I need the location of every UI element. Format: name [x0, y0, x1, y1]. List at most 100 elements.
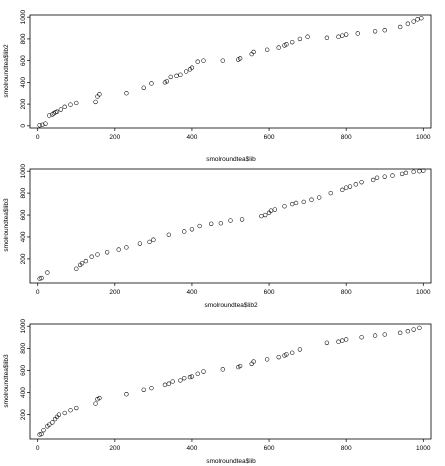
- data-point: [415, 17, 420, 22]
- data-point: [74, 100, 79, 106]
- data-point: [374, 175, 380, 180]
- data-point: [324, 35, 330, 40]
- data-point: [417, 325, 422, 331]
- data-point: [93, 99, 98, 105]
- data-point: [228, 218, 233, 223]
- data-point: [220, 367, 225, 372]
- data-point: [47, 422, 52, 427]
- data-point: [40, 122, 45, 127]
- y-tick-label: 400: [20, 387, 27, 398]
- data-point: [411, 327, 416, 332]
- data-point: [62, 104, 67, 109]
- data-point: [104, 250, 110, 255]
- x-tick-label: 200: [109, 134, 120, 141]
- data-point: [162, 382, 168, 387]
- data-point: [189, 374, 195, 379]
- x-tick-label: 800: [341, 134, 352, 141]
- data-point: [189, 65, 195, 70]
- x-tick-label: 600: [264, 445, 275, 452]
- y-tick-label: 1000: [20, 319, 27, 334]
- data-point: [359, 335, 364, 340]
- x-tick-label: 400: [187, 445, 198, 452]
- plot-frame: [29, 323, 432, 440]
- y-tick-label: 400: [20, 231, 27, 242]
- data-point: [137, 241, 143, 246]
- data-point: [166, 232, 171, 237]
- data-point: [411, 19, 416, 24]
- data-point: [178, 378, 183, 383]
- data-point: [353, 182, 358, 187]
- data-point: [50, 420, 55, 425]
- data-point: [272, 207, 278, 212]
- data-point: [336, 339, 341, 344]
- data-point: [187, 374, 193, 380]
- data-point: [39, 275, 44, 281]
- data-point: [343, 337, 349, 342]
- data-point: [218, 221, 224, 226]
- data-point: [239, 217, 245, 222]
- data-point: [39, 431, 44, 437]
- data-point: [209, 221, 214, 226]
- y-tick-label: 1000: [20, 164, 27, 179]
- data-point: [399, 171, 405, 177]
- data-point: [290, 39, 295, 45]
- data-point: [264, 47, 270, 52]
- data-point: [195, 59, 200, 64]
- x-tick-label: 400: [187, 289, 198, 296]
- data-point: [178, 72, 183, 77]
- x-tick-label: 200: [109, 289, 120, 296]
- data-point: [359, 179, 364, 185]
- data-point: [324, 340, 330, 345]
- x-tick-label: 600: [264, 134, 275, 141]
- data-point: [372, 29, 378, 34]
- data-point: [237, 363, 243, 369]
- data-point: [397, 330, 403, 336]
- data-point: [141, 387, 146, 392]
- data-point: [37, 123, 42, 128]
- y-tick-label: 200: [20, 409, 27, 420]
- y-axis-label: smolroundtea$lib3: [3, 354, 10, 408]
- data-point: [197, 223, 202, 229]
- y-tick-label: 600: [20, 55, 27, 66]
- data-point: [124, 91, 129, 96]
- data-point: [290, 201, 295, 207]
- data-point: [164, 79, 170, 84]
- y-tick-label: 400: [20, 77, 27, 88]
- data-point: [290, 350, 295, 355]
- data-point: [68, 408, 73, 413]
- data-point: [282, 204, 287, 209]
- data-point: [124, 245, 129, 250]
- y-tick-label: 1000: [20, 10, 27, 25]
- data-point: [83, 258, 89, 264]
- y-tick-label: 600: [20, 365, 27, 376]
- data-point: [251, 359, 256, 364]
- data-point: [347, 184, 353, 189]
- data-point: [297, 347, 303, 352]
- data-point: [397, 24, 403, 30]
- x-tick-label: 1000: [416, 445, 431, 452]
- data-point: [45, 270, 50, 275]
- data-point: [343, 32, 349, 37]
- data-point: [170, 379, 175, 384]
- data-point: [151, 237, 156, 242]
- data-point: [276, 354, 281, 360]
- data-point: [68, 102, 73, 107]
- data-point: [336, 34, 341, 39]
- data-point: [89, 254, 94, 259]
- data-point: [183, 69, 189, 74]
- data-point: [297, 36, 303, 42]
- x-tick-label: 600: [264, 289, 275, 296]
- data-point: [263, 212, 268, 218]
- data-point: [390, 173, 395, 178]
- data-point: [317, 195, 322, 200]
- data-point: [382, 28, 387, 33]
- data-point: [411, 169, 416, 174]
- data-point: [301, 199, 306, 205]
- data-point: [74, 405, 79, 411]
- data-point: [340, 187, 345, 193]
- data-point: [417, 169, 422, 174]
- data-point: [305, 34, 310, 39]
- x-axis-label: smolroundtea$lib: [206, 156, 256, 163]
- data-point: [93, 401, 98, 406]
- data-point: [405, 21, 411, 26]
